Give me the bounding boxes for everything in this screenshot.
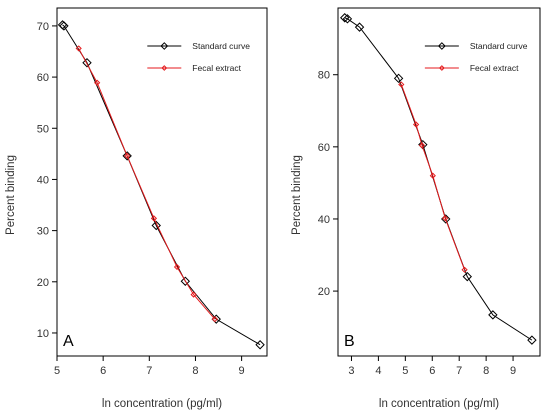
x-tick-label: 9 [510, 365, 516, 377]
data-point [180, 276, 191, 286]
y-tick-label: 20 [318, 286, 330, 298]
data-point [393, 73, 404, 84]
y-tick-label: 60 [318, 142, 330, 154]
y-tick-label: 50 [37, 123, 49, 135]
x-axis-title: ln concentration (pg/ml) [379, 398, 499, 410]
legend-item: Standard curve [424, 41, 528, 51]
data-point [527, 335, 537, 345]
legend-swatch-marker [161, 65, 168, 71]
y-tick-label: 40 [37, 174, 49, 186]
x-tick-label: 7 [146, 365, 152, 377]
data-point [340, 13, 350, 23]
y-tick-label: 20 [37, 277, 49, 289]
data-point [150, 215, 158, 222]
series-line [78, 48, 216, 320]
y-tick-label: 60 [37, 72, 49, 84]
x-tick-label: 6 [429, 365, 435, 377]
series-fecal-extract [75, 45, 218, 323]
plot-frame [56, 7, 268, 357]
data-point [75, 45, 82, 52]
y-tick-label: 80 [318, 70, 330, 82]
data-point [462, 271, 472, 282]
plot-frame [337, 7, 541, 357]
legend-swatch-marker [438, 65, 445, 71]
x-tick-label: 6 [100, 365, 106, 377]
y-axis-title: Percent binding [5, 155, 17, 235]
x-tick-label: 4 [375, 365, 381, 377]
x-tick-label: 5 [54, 365, 60, 377]
data-point [124, 152, 131, 160]
data-point [151, 220, 161, 231]
data-point [442, 215, 449, 222]
x-axis-title: ln concentration (pg/ml) [102, 398, 222, 410]
legend-swatch-marker [437, 42, 446, 50]
data-point [82, 58, 92, 68]
legend-label: Fecal extract [192, 63, 241, 73]
data-point [418, 142, 426, 149]
panel-label: B [344, 333, 355, 350]
x-tick-label: 5 [402, 365, 408, 377]
data-point [342, 14, 353, 24]
series-line [400, 84, 466, 270]
data-point [59, 21, 69, 31]
legend-item: Fecal extract [147, 63, 242, 73]
data-point [122, 151, 132, 161]
data-point [412, 121, 420, 128]
x-tick-label: 8 [192, 365, 198, 377]
legend-label: Standard curve [192, 41, 250, 51]
data-point [190, 291, 197, 298]
chart-panel-b: 3 4 5 6 7 8 9 20 40 60 80 ln concentration (pg/ml) P… [291, 7, 541, 410]
x-tick-label: 7 [456, 365, 462, 377]
y-tick-label: 40 [318, 214, 330, 226]
data-point [354, 22, 365, 32]
x-tick-label: 8 [483, 365, 489, 377]
legend-item: Fecal extract [424, 63, 519, 73]
series-line [344, 17, 533, 341]
legend-item: Standard curve [147, 41, 250, 51]
legend-swatch-marker [160, 42, 169, 50]
data-point [461, 266, 468, 273]
data-point [488, 310, 498, 320]
x-tick-label: 3 [348, 365, 354, 377]
series-fecal-extract [398, 81, 468, 273]
data-point [173, 263, 181, 271]
y-tick-label: 70 [37, 21, 49, 33]
data-point [94, 79, 101, 86]
data-point [211, 316, 218, 323]
legend-label: Standard curve [470, 41, 528, 51]
legend-label: Fecal extract [470, 63, 519, 73]
data-point [429, 172, 436, 179]
x-tick-label: 9 [239, 365, 245, 377]
data-point [398, 81, 405, 88]
y-axis-title: Percent binding [291, 155, 303, 235]
panel-label: A [63, 333, 74, 350]
y-tick-label: 30 [37, 226, 49, 238]
data-point [255, 340, 265, 350]
chart-panel-a: 5 6 7 8 9 10 20 30 40 50 60 70 ln concentration (pg/… [5, 7, 268, 410]
y-tick-label: 10 [37, 328, 49, 340]
